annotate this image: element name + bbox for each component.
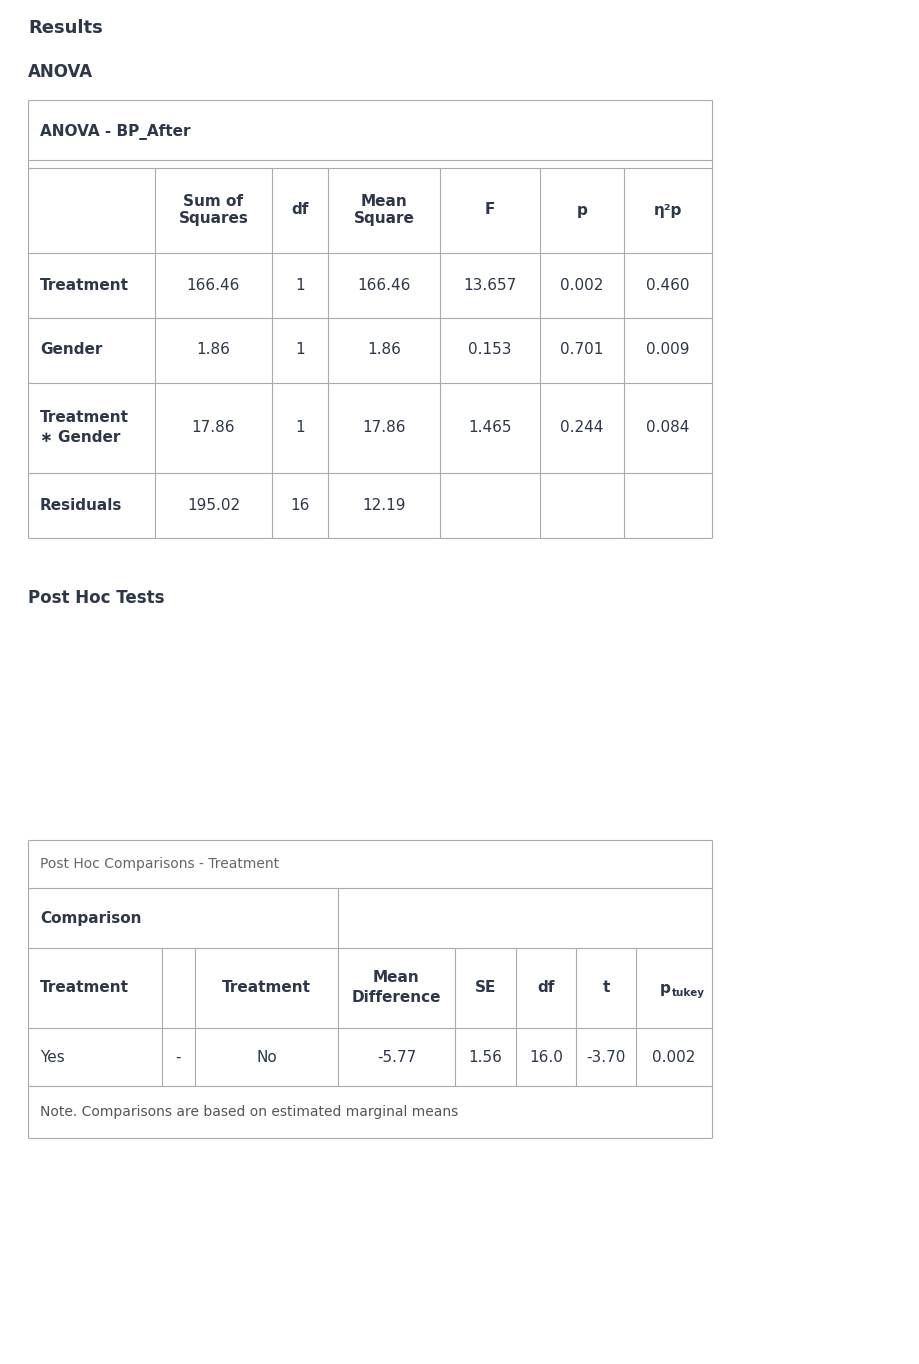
Text: 1.86: 1.86 [197, 342, 230, 357]
Text: ANOVA - BP_After: ANOVA - BP_After [40, 124, 190, 140]
Text: ∗ Gender: ∗ Gender [40, 431, 120, 446]
Text: 0.002: 0.002 [652, 1049, 695, 1064]
Text: Treatment: Treatment [221, 981, 311, 996]
Text: 17.86: 17.86 [362, 420, 405, 435]
Text: ANOVA: ANOVA [28, 63, 93, 80]
Text: No: No [255, 1049, 277, 1064]
Text: Comparison: Comparison [40, 911, 142, 926]
Text: 166.46: 166.46 [357, 277, 410, 292]
Text: Mean: Mean [360, 194, 407, 209]
Text: df: df [291, 202, 309, 217]
Text: Note. Comparisons are based on estimated marginal means: Note. Comparisons are based on estimated… [40, 1105, 458, 1118]
Text: tukey: tukey [671, 988, 704, 998]
Text: Post Hoc Comparisons - Treatment: Post Hoc Comparisons - Treatment [40, 857, 278, 872]
Text: η²p: η²p [653, 202, 682, 217]
Text: 1.56: 1.56 [468, 1049, 502, 1064]
Text: 0.460: 0.460 [645, 277, 689, 292]
Text: 0.244: 0.244 [560, 420, 603, 435]
Text: Yes: Yes [40, 1049, 64, 1064]
Text: 0.153: 0.153 [468, 342, 511, 357]
Text: SE: SE [474, 981, 495, 996]
Text: -5.77: -5.77 [377, 1049, 415, 1064]
Text: 16: 16 [290, 498, 310, 513]
Text: Treatment: Treatment [40, 981, 129, 996]
Text: 195.02: 195.02 [187, 498, 240, 513]
Text: Treatment: Treatment [40, 411, 129, 426]
Text: Post Hoc Tests: Post Hoc Tests [28, 589, 165, 607]
Text: 12.19: 12.19 [362, 498, 405, 513]
Text: t: t [602, 981, 609, 996]
Text: Square: Square [353, 211, 414, 226]
Text: 1: 1 [295, 277, 304, 292]
Text: 0.002: 0.002 [560, 277, 603, 292]
Text: 0.084: 0.084 [646, 420, 689, 435]
Text: 17.86: 17.86 [191, 420, 235, 435]
Text: 13.657: 13.657 [463, 277, 516, 292]
Text: Squares: Squares [178, 211, 248, 226]
Text: df: df [537, 981, 554, 996]
Text: Sum of: Sum of [183, 194, 244, 209]
Text: -3.70: -3.70 [585, 1049, 625, 1064]
Text: Mean: Mean [373, 971, 419, 986]
Text: Results: Results [28, 19, 103, 37]
Text: Residuals: Residuals [40, 498, 122, 513]
Text: 1.465: 1.465 [468, 420, 511, 435]
Text: p: p [660, 981, 670, 996]
Text: 0.009: 0.009 [645, 342, 689, 357]
Text: 0.701: 0.701 [560, 342, 603, 357]
Text: 1: 1 [295, 342, 304, 357]
Text: F: F [484, 202, 494, 217]
Text: p: p [576, 202, 587, 217]
Text: Difference: Difference [351, 990, 441, 1005]
Text: 1: 1 [295, 420, 304, 435]
Text: -: - [176, 1049, 181, 1064]
Text: 16.0: 16.0 [528, 1049, 562, 1064]
Text: 166.46: 166.46 [187, 277, 240, 292]
Text: Gender: Gender [40, 342, 102, 357]
Text: 1.86: 1.86 [367, 342, 401, 357]
Text: Treatment: Treatment [40, 277, 129, 292]
